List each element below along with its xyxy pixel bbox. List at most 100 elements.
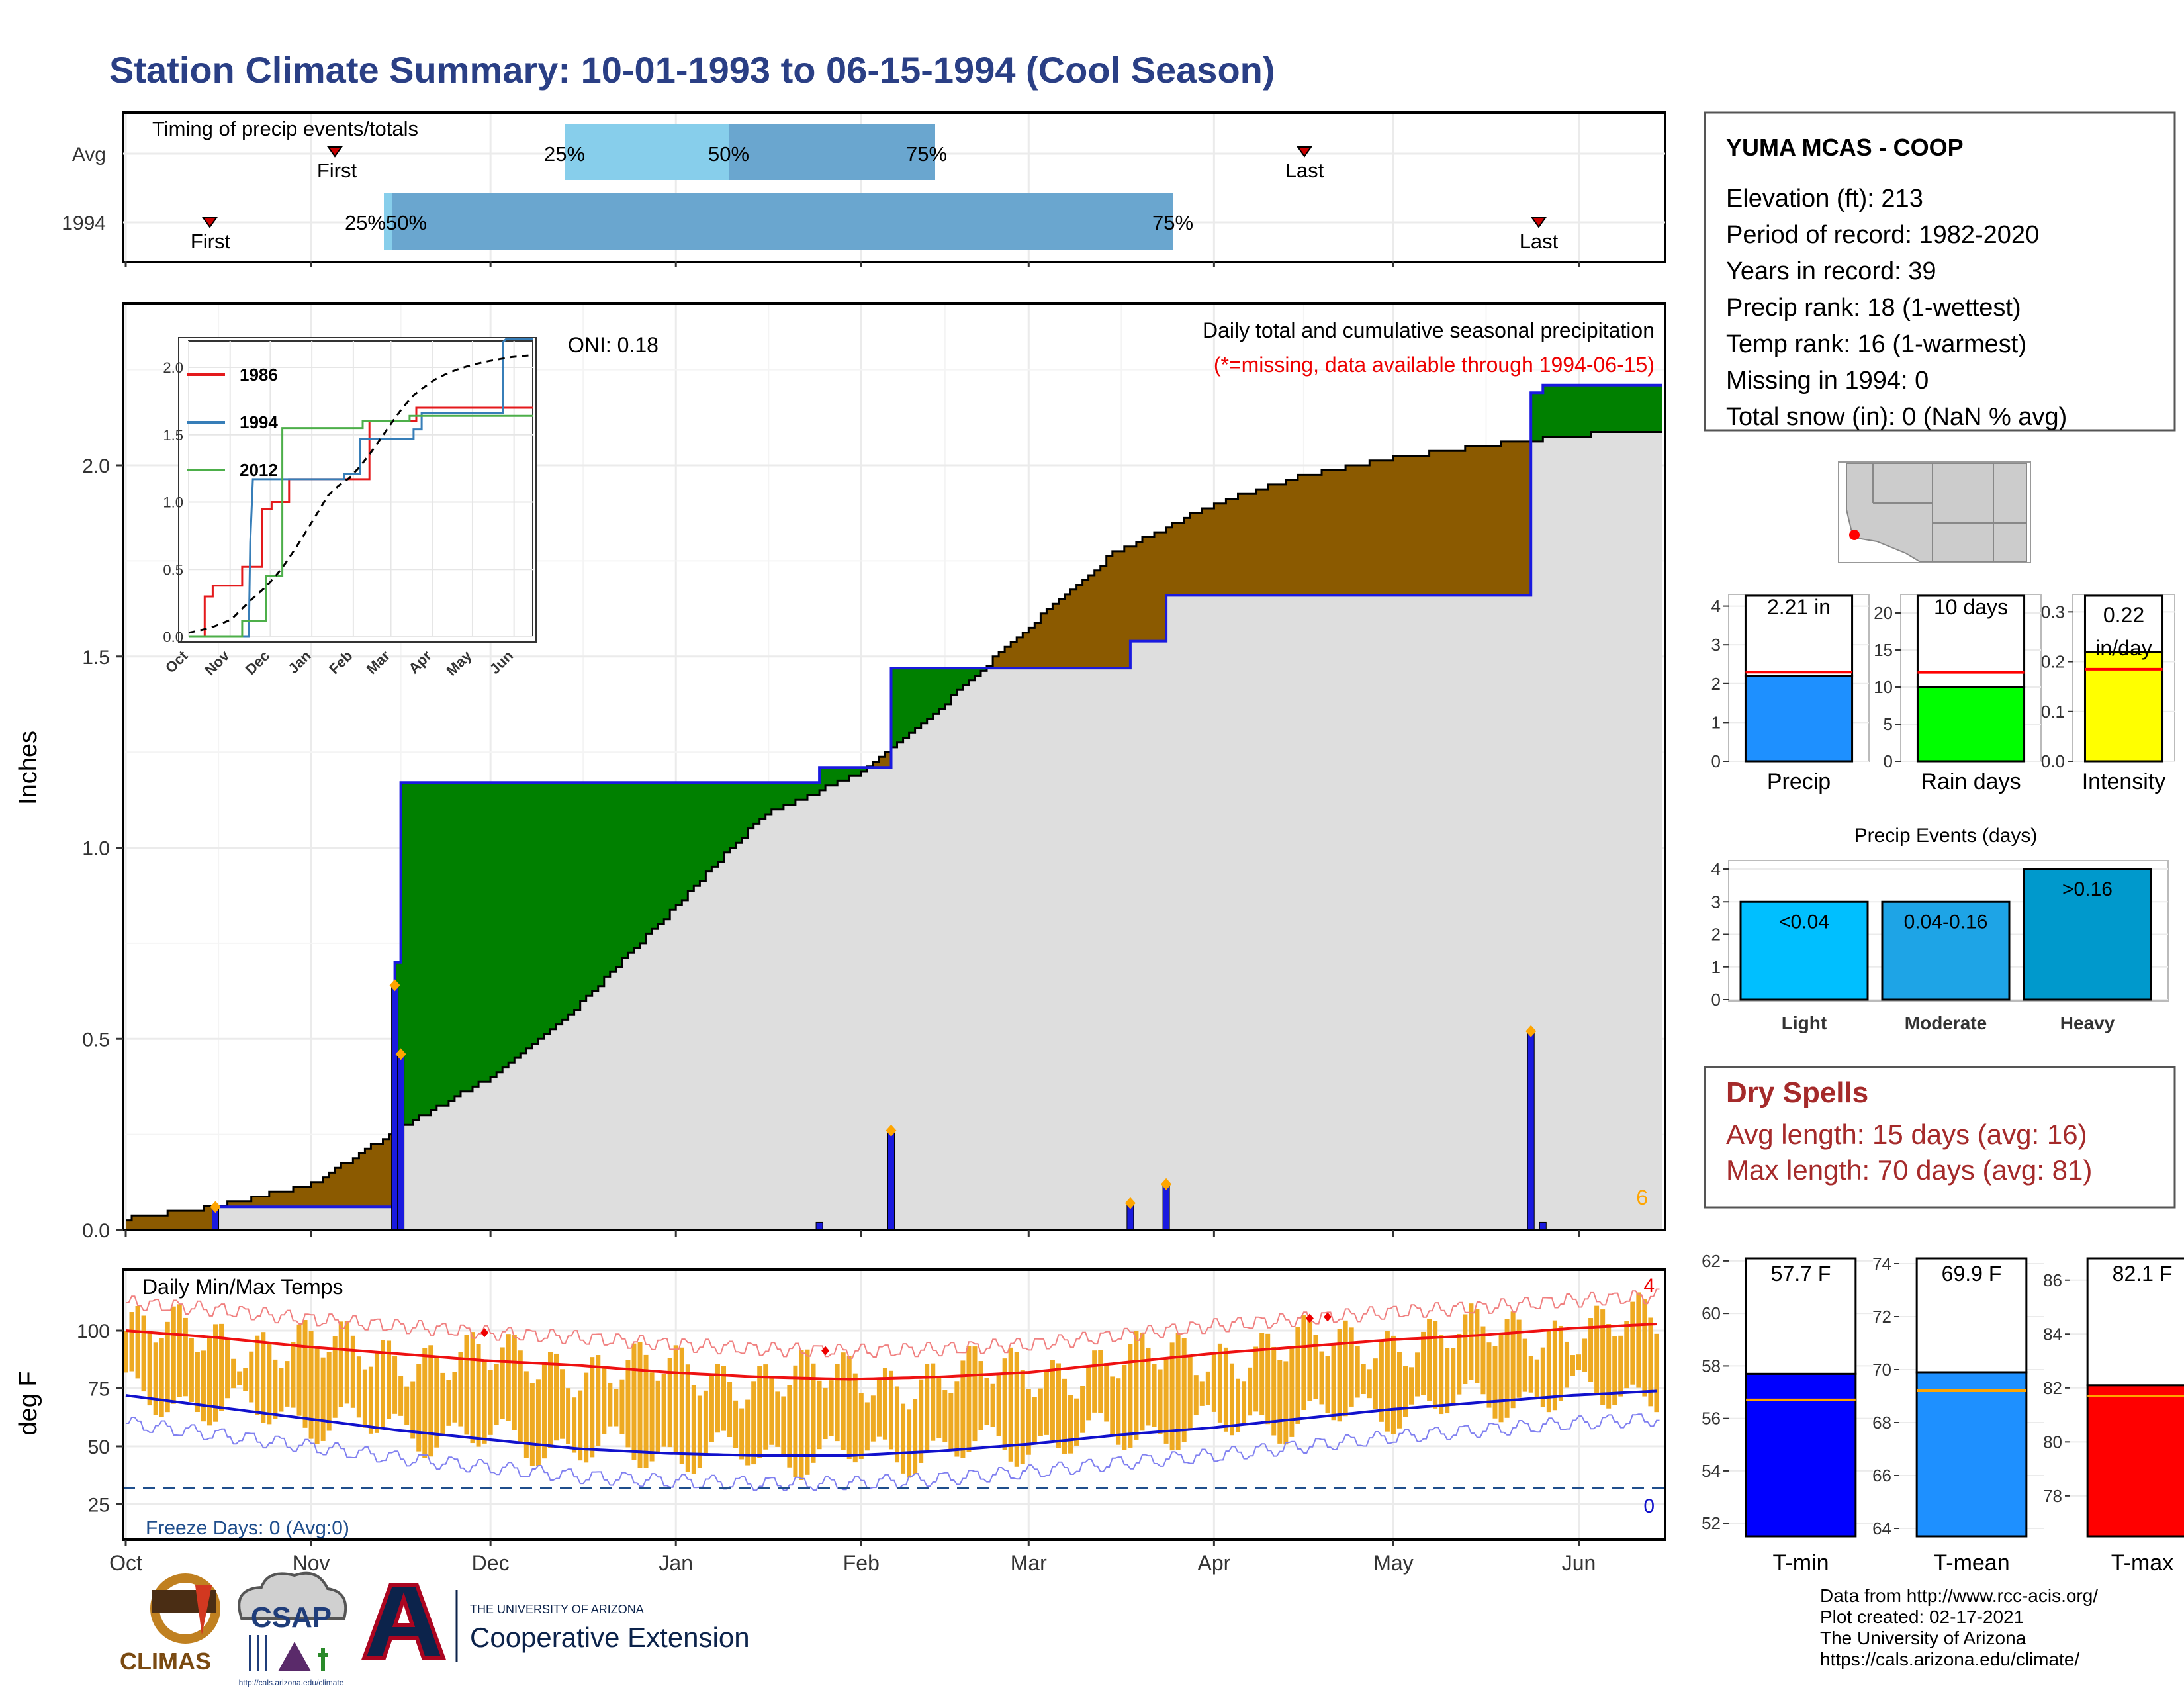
tmean-summary-tick-label-3: 70	[1872, 1360, 1891, 1380]
temp-day-bar	[356, 1356, 361, 1418]
temp-day-bar	[1469, 1303, 1474, 1380]
tmax-summary-tick-label-4: 86	[2043, 1270, 2062, 1290]
tmax-summary-bar	[2086, 1384, 2184, 1538]
temp-day-bar	[763, 1364, 768, 1450]
temp-day-bar	[213, 1324, 218, 1422]
station-temp-rank: Temp rank: 16 (1-warmest)	[1726, 330, 2026, 358]
oni-label: ONI: 0.18	[568, 333, 659, 357]
precip-y-label: Inches	[15, 731, 42, 805]
temp-day-bar	[381, 1340, 386, 1427]
temp-day-bar	[452, 1372, 457, 1423]
temp-xtick-label-7: May	[1373, 1551, 1413, 1575]
temp-day-bar	[751, 1381, 756, 1465]
temp-day-bar	[739, 1408, 745, 1460]
temp-day-bar	[1504, 1319, 1510, 1418]
temp-day-bar	[1534, 1359, 1539, 1399]
station-location-dot	[1849, 530, 1860, 540]
temp-day-bar	[434, 1356, 439, 1448]
inset-ytick-3: 1.5	[163, 427, 183, 444]
temp-day-bar	[846, 1356, 852, 1460]
temp-day-bar	[1558, 1325, 1563, 1401]
climas-pepper-icon	[195, 1585, 212, 1635]
temp-day-bar	[1086, 1365, 1091, 1421]
temp-day-bar	[1385, 1331, 1390, 1432]
raindays-summary-tick-label-2: 10	[1874, 677, 1893, 697]
tmin-summary-tick-label-0: 52	[1702, 1513, 1721, 1533]
temp-day-bar	[1187, 1356, 1193, 1429]
temp-day-bar	[219, 1323, 224, 1411]
temp-day-bar	[159, 1338, 164, 1417]
csap-logo: CSAP http://cals.arizona.edu/climate	[238, 1571, 347, 1687]
record-markers	[480, 1312, 1332, 1356]
events-bar-moderate	[1881, 900, 2011, 1001]
temp-day-bar	[1648, 1317, 1653, 1407]
temp-day-bar	[255, 1335, 260, 1415]
events-tick-label-0: 0	[1711, 990, 1721, 1009]
temp-day-bar	[996, 1375, 1001, 1436]
temp-day-bar	[1098, 1350, 1103, 1413]
temp-xtick-label-0: Oct	[109, 1551, 142, 1575]
temp-day-bar	[948, 1393, 954, 1450]
footer-credits: Data from http://www.rcc-acis.org/ Plot …	[1820, 1585, 2098, 1669]
temp-day-bar	[1396, 1352, 1402, 1429]
temp-day-bar	[243, 1368, 248, 1391]
avg-50-75-bar	[729, 124, 935, 180]
temp-day-bar	[966, 1346, 972, 1452]
tmax-summary-value-label: 82.1 F	[2113, 1262, 2173, 1286]
ytick-label-4: 2.0	[82, 455, 110, 477]
temp-day-bar	[1211, 1354, 1216, 1412]
temp-day-bar	[1319, 1351, 1324, 1405]
temp-day-bar	[1654, 1333, 1659, 1413]
temp-day-bar	[578, 1390, 583, 1461]
temp-day-bar	[931, 1363, 936, 1441]
temp-xtick-label-6: Apr	[1197, 1551, 1230, 1575]
temp-day-bar	[314, 1348, 320, 1444]
temp-day-bar	[972, 1346, 978, 1442]
legend-2012: 2012	[240, 460, 278, 480]
csap-url: http://cals.arizona.edu/climate	[239, 1678, 344, 1687]
temp-day-bar	[679, 1347, 684, 1464]
temp-day-bar	[829, 1380, 834, 1436]
avg-cumulative-line	[126, 431, 1662, 1222]
temp-day-bar	[1570, 1355, 1575, 1376]
temp-day-bar	[643, 1354, 649, 1468]
temp-day-bar	[757, 1366, 762, 1458]
temp-day-bar	[1002, 1358, 1007, 1450]
temp-day-bar	[1552, 1320, 1557, 1411]
ytick-label-2: 1.0	[82, 838, 110, 860]
locator-map	[1838, 461, 2031, 563]
temp-day-bar	[685, 1364, 690, 1472]
temp-day-bar	[1032, 1397, 1037, 1444]
record-marker-1	[821, 1346, 830, 1356]
temp-y-ticks: 25 50 75 100	[77, 1321, 123, 1517]
temp-day-bar	[1014, 1352, 1019, 1467]
temp-day-bar	[231, 1358, 236, 1389]
temp-xtick-label-2: Dec	[472, 1551, 510, 1575]
temp-day-bar	[841, 1352, 846, 1451]
temp-day-bar	[925, 1364, 930, 1450]
temp-day-bar	[171, 1306, 176, 1404]
temp-day-bar	[733, 1400, 739, 1448]
station-period: Period of record: 1982-2020	[1726, 221, 2039, 249]
temp-day-bar	[1642, 1299, 1647, 1397]
events-range-light: <0.04	[1779, 911, 1829, 933]
tmean-summary-tick-label-5: 74	[1872, 1254, 1891, 1274]
footer-plot-created: Plot created: 02-17-2021	[1820, 1607, 2024, 1627]
csap-mountain-icon	[278, 1642, 311, 1671]
temp-day-bar	[602, 1367, 607, 1434]
temp-day-bar	[1588, 1318, 1594, 1382]
temp-day-bar	[1409, 1367, 1414, 1405]
avg-75-label: 75%	[906, 142, 947, 165]
temp-day-bar	[870, 1395, 876, 1442]
summary-bars: 0 1 2 3 4 2.21 in Precip 0 5 10 15 20 10 days Rain da…	[1711, 594, 2175, 794]
temp-day-bar	[709, 1376, 714, 1442]
temp-day-bar	[195, 1352, 200, 1413]
temp-day-bar	[541, 1364, 547, 1459]
temp-day-bar	[1242, 1381, 1247, 1424]
temp-day-bar	[1439, 1335, 1444, 1415]
climas-text: CLIMAS	[120, 1648, 211, 1675]
temp-day-bar	[1307, 1318, 1312, 1401]
csap-cloud-icon	[238, 1571, 347, 1620]
daily-precip-bars	[210, 979, 1547, 1231]
temp-day-bar	[1415, 1352, 1420, 1397]
